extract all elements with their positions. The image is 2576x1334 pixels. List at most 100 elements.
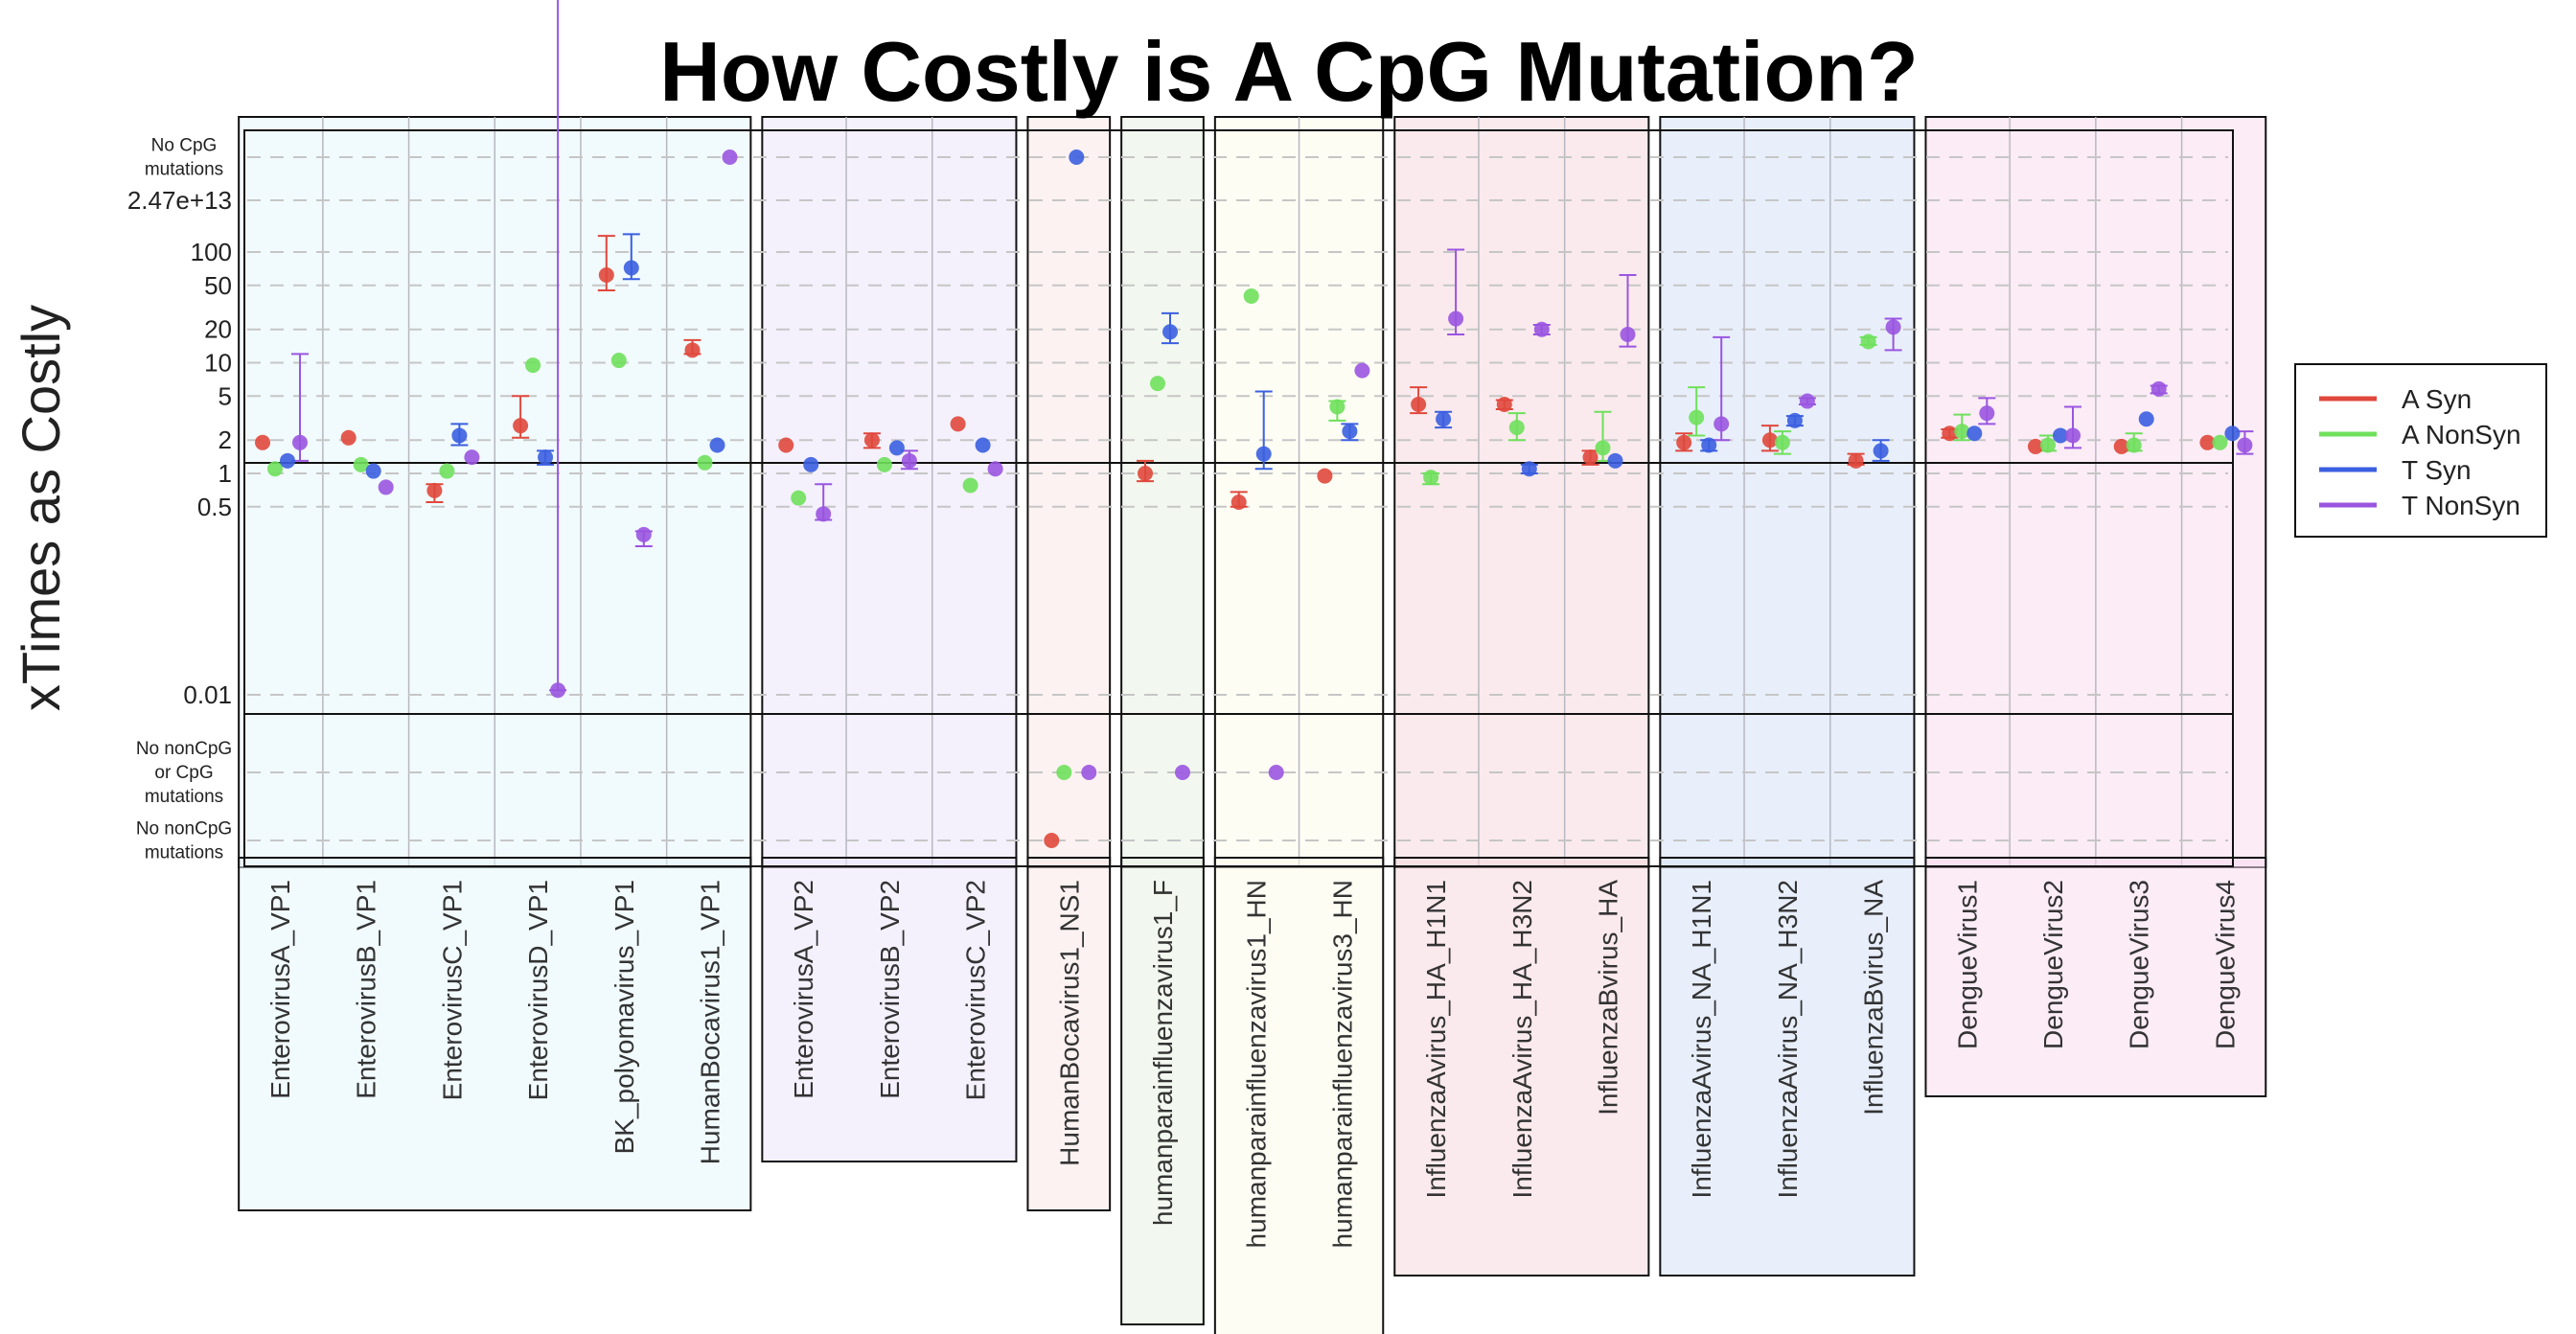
- x-tick-label-influenzaavirus-ha-h1n1: InfluenzaAvirus_HA_H1N1: [1421, 880, 1451, 1199]
- point-denguevirus4-a-nonsyn: [2212, 434, 2228, 450]
- y-tick-label: 2: [218, 426, 232, 454]
- point-denguevirus3-a-nonsyn: [2126, 437, 2142, 453]
- y-axis-label: xTimes as Costly: [11, 305, 71, 711]
- point-enterovirusb-vp2-a-syn: [863, 432, 880, 448]
- group-label-frame-5: [1213, 857, 1385, 1334]
- x-tick-label-denguevirus1: DengueVirus1: [1952, 880, 1982, 1049]
- point-humanparainfluenzavirus1-hn-t-nonsyn: [1268, 765, 1284, 780]
- point-denguevirus1-a-nonsyn: [1954, 424, 1970, 440]
- point-enterovirusd-vp1-a-nonsyn: [525, 357, 541, 374]
- point-humanparainfluenzavirus1-f-t-nonsyn: [1175, 765, 1190, 780]
- point-influenzaavirus-ha-h3n2-a-syn: [1496, 397, 1512, 413]
- point-enterovirusc-vp2-a-syn: [950, 416, 966, 432]
- x-tick-label-denguevirus2: DengueVirus2: [2038, 880, 2068, 1049]
- y-special-label: No nonCpG mutations: [136, 819, 232, 863]
- point-humanparainfluenzavirus1-f-a-nonsyn: [1150, 376, 1165, 392]
- point-influenzabvirus-na-t-nonsyn: [1885, 319, 1901, 335]
- point-humanparainfluenzavirus1-hn-t-syn: [1255, 446, 1272, 462]
- point-enterovirusa-vp2-a-nonsyn: [791, 490, 807, 506]
- point-enterovirusc-vp1-t-syn: [451, 427, 468, 444]
- point-denguevirus1-t-nonsyn: [1979, 405, 1995, 422]
- point-denguevirus2-a-syn: [2028, 438, 2043, 454]
- x-tick-label-influenzaavirus-na-h3n2: InfluenzaAvirus_NA_H3N2: [1773, 880, 1803, 1199]
- point-humanbocavirus1-vp1-t-nonsyn: [722, 150, 738, 165]
- point-enterovirusc-vp1-a-nonsyn: [439, 463, 455, 479]
- legend-label-a-nonsyn: A NonSyn: [2402, 420, 2521, 449]
- point-bk-polyomavirus-vp1-a-syn: [598, 266, 614, 283]
- point-humanparainfluenzavirus1-hn-a-nonsyn: [1243, 288, 1259, 304]
- point-enterovirusb-vp1-t-syn: [365, 463, 381, 479]
- y-tick-label: 50: [204, 271, 232, 300]
- point-enterovirusc-vp1-t-nonsyn: [464, 449, 480, 466]
- point-humanbocavirus1-ns1-t-nonsyn: [1081, 765, 1097, 780]
- y-tick-label: 10: [204, 349, 232, 378]
- point-enterovirusa-vp2-t-nonsyn: [816, 506, 832, 522]
- x-tick-label-enterovirusb-vp2: EnterovirusB_VP2: [875, 880, 905, 1099]
- y-tick-label: 100: [191, 238, 232, 266]
- point-denguevirus2-t-syn: [2053, 427, 2068, 444]
- group-label-frame-7: [1659, 857, 1916, 1276]
- point-influenzaavirus-ha-h1n1-t-syn: [1436, 411, 1452, 427]
- point-influenzaavirus-na-h3n2-a-nonsyn: [1774, 434, 1790, 450]
- point-enterovirusc-vp2-a-nonsyn: [962, 477, 978, 494]
- y-tick-label: 1: [218, 459, 232, 488]
- x-tick-label-enterovirusa-vp1: EnterovirusA_VP1: [265, 880, 295, 1099]
- point-enterovirusd-vp1-t-syn: [538, 449, 554, 466]
- point-influenzaavirus-ha-h1n1-t-nonsyn: [1448, 310, 1464, 327]
- point-influenzaavirus-na-h1n1-a-syn: [1676, 434, 1692, 450]
- point-influenzabvirus-ha-t-nonsyn: [1620, 327, 1636, 343]
- point-enterovirusa-vp1-t-nonsyn: [292, 434, 308, 450]
- point-denguevirus1-a-syn: [1942, 426, 1958, 442]
- point-enterovirusb-vp2-t-nonsyn: [901, 452, 917, 469]
- point-humanparainfluenzavirus1-f-a-syn: [1138, 466, 1153, 481]
- x-tick-label-enterovirusd-vp1: EnterovirusD_VP1: [523, 880, 553, 1100]
- point-denguevirus3-t-nonsyn: [2150, 380, 2167, 397]
- point-enterovirusb-vp2-a-nonsyn: [876, 456, 892, 472]
- point-denguevirus4-a-syn: [2199, 434, 2216, 450]
- group-label-frame-3: [1026, 857, 1112, 1211]
- x-tick-label-humanparainfluenzavirus3-hn: humanparainfluenzavirus3_HN: [1327, 880, 1357, 1248]
- point-enterovirusc-vp1-a-syn: [426, 482, 443, 498]
- point-influenzaavirus-na-h1n1-a-nonsyn: [1689, 409, 1705, 426]
- data-points: [255, 150, 2253, 848]
- x-tick-label-influenzabvirus-na: InfluenzaBvirus_NA: [1859, 880, 1889, 1116]
- point-humanparainfluenzavirus3-hn-t-syn: [1342, 424, 1358, 440]
- group-background-6: [1393, 116, 1650, 868]
- group-label-frame-6: [1393, 857, 1650, 1276]
- point-denguevirus4-t-syn: [2224, 426, 2241, 442]
- x-tick-label-enterovirusb-vp1: EnterovirusB_VP1: [352, 880, 381, 1099]
- x-tick-label-bk-polyomavirus-vp1: BK_polyomavirus_VP1: [610, 880, 639, 1154]
- point-enterovirusa-vp1-t-syn: [280, 452, 295, 469]
- point-humanparainfluenzavirus1-hn-a-syn: [1230, 494, 1247, 510]
- x-tick-label-enterovirusa-vp2: EnterovirusA_VP2: [789, 880, 818, 1099]
- y-tick-label: 0.5: [197, 493, 232, 521]
- point-influenzaavirus-ha-h3n2-t-syn: [1521, 461, 1537, 477]
- point-influenzabvirus-ha-t-syn: [1607, 452, 1623, 469]
- y-special-label: No nonCpG or CpG mutations: [136, 739, 232, 807]
- x-tick-label-enterovirusc-vp2: EnterovirusC_VP2: [961, 880, 991, 1100]
- x-tick-label-denguevirus4: DengueVirus4: [2210, 880, 2240, 1049]
- point-enterovirusa-vp1-a-syn: [255, 434, 270, 450]
- point-influenzabvirus-na-a-syn: [1848, 452, 1864, 469]
- point-humanbocavirus1-vp1-t-syn: [709, 437, 725, 453]
- point-influenzaavirus-ha-h1n1-a-nonsyn: [1423, 470, 1439, 486]
- x-tick-label-humanparainfluenzavirus1-hn: humanparainfluenzavirus1_HN: [1242, 880, 1272, 1248]
- point-enterovirusb-vp1-a-nonsyn: [353, 456, 369, 472]
- point-denguevirus3-t-syn: [2138, 411, 2154, 427]
- point-denguevirus1-t-syn: [1966, 426, 1983, 442]
- numeric-range-frame: [243, 462, 2234, 715]
- point-humanbocavirus1-vp1-a-syn: [684, 342, 701, 358]
- legend-box: [2294, 363, 2547, 538]
- y-special-label: No CpG mutations: [145, 136, 223, 180]
- group-background-4: [1120, 116, 1205, 868]
- point-influenzaavirus-ha-h1n1-a-syn: [1411, 397, 1427, 413]
- point-enterovirusb-vp1-a-syn: [340, 429, 356, 446]
- point-denguevirus3-a-syn: [2113, 438, 2129, 454]
- x-tick-label-influenzabvirus-ha: InfluenzaBvirus_HA: [1594, 880, 1623, 1116]
- legend-label-a-syn: A Syn: [2402, 384, 2472, 414]
- x-tick-label-enterovirusc-vp1: EnterovirusC_VP1: [437, 880, 467, 1100]
- x-tick-label-humanbocavirus1-vp1: HumanBocavirus1_VP1: [696, 880, 725, 1164]
- point-humanparainfluenzavirus3-hn-a-syn: [1317, 468, 1333, 484]
- legend-label-t-syn: T Syn: [2402, 455, 2472, 485]
- x-tick-label-influenzaavirus-ha-h3n2: InfluenzaAvirus_HA_H3N2: [1507, 880, 1537, 1199]
